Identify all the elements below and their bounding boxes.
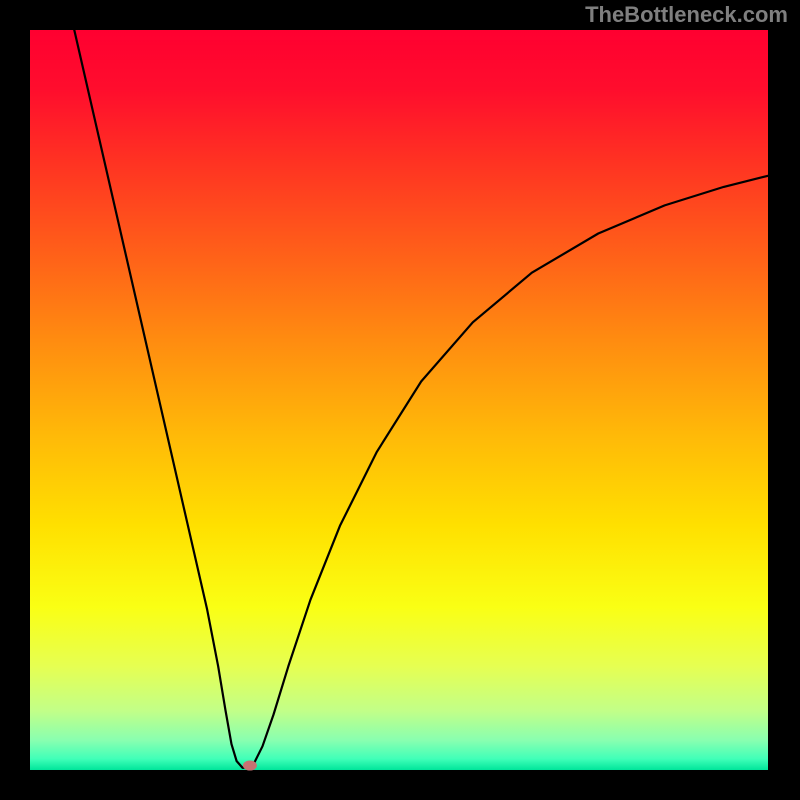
plot-background bbox=[30, 30, 768, 770]
optimal-point-marker bbox=[243, 761, 257, 771]
bottleneck-chart bbox=[0, 0, 800, 800]
watermark-label: TheBottleneck.com bbox=[585, 2, 788, 28]
chart-container: TheBottleneck.com bbox=[0, 0, 800, 800]
